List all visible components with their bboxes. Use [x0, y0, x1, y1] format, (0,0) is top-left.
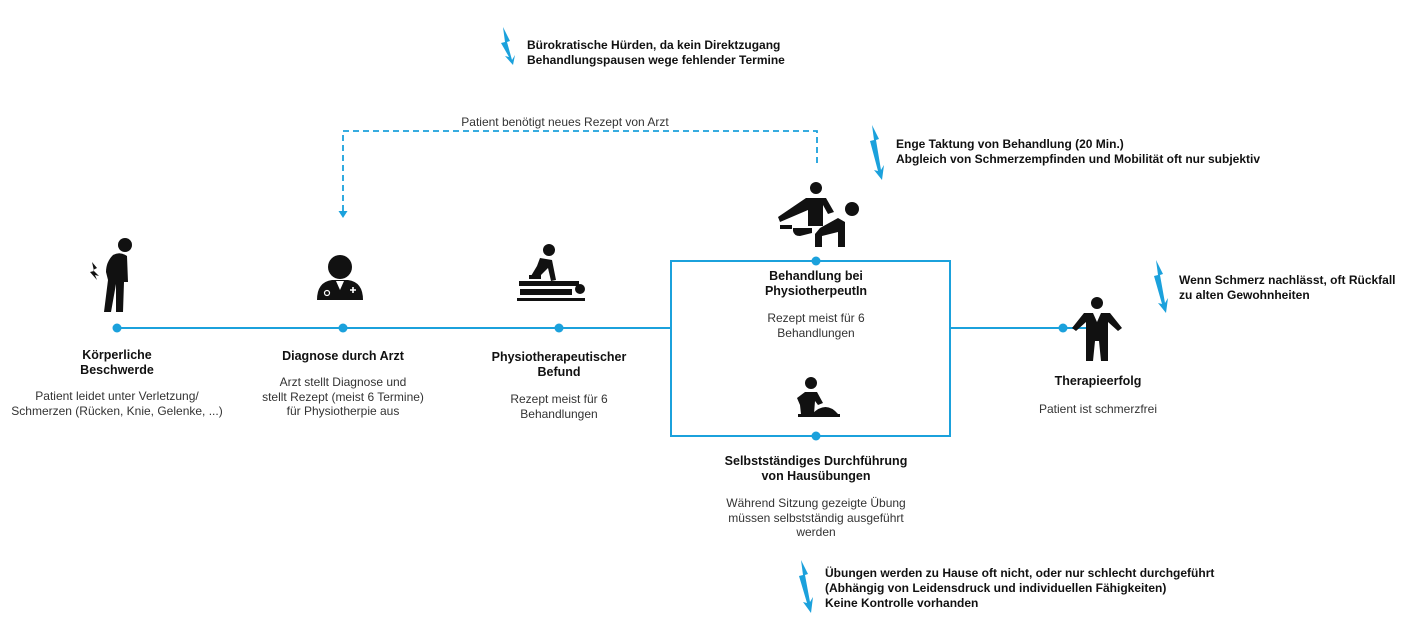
step-title-line: Physiotherapeutischer: [491, 350, 627, 364]
step-desc-line: Arzt stellt Diagnose und: [279, 375, 407, 389]
lightning-icon: [870, 125, 884, 180]
lightning-icon: [1154, 260, 1168, 313]
node-hausuebungen: [811, 431, 821, 441]
physiotherapist-treatment-icon: [778, 182, 859, 247]
node-beschwerde: [112, 323, 122, 333]
issue-line: (Abhängig von Leidensdruck und individue…: [825, 581, 1167, 595]
issue-buerokratie: Bürokratische Hürden, da kein Direktzuga…: [527, 38, 785, 68]
lightning-icon: [799, 560, 813, 613]
lightning-icon: [501, 27, 515, 65]
issue-hausuebungen: Übungen werden zu Hause oft nicht, oder …: [825, 566, 1214, 611]
doctor-icon: [317, 255, 363, 300]
loop-arrow-head: [338, 211, 348, 218]
issue-line: Übungen werden zu Hause oft nicht, oder …: [825, 566, 1215, 580]
issue-line: Behandlungspausen wege fehlender Termine: [527, 53, 785, 67]
issue-line: Abgleich von Schmerzempfinden und Mobili…: [896, 152, 1261, 166]
step-desc-line: Rezept meist für 6: [767, 311, 865, 325]
step-title-line: Therapieerfolg: [1054, 374, 1142, 388]
loop-arrow: [342, 130, 818, 212]
step-title-behandlung: Behandlung bei PhysiotherpeutIn: [711, 269, 921, 299]
step-desc-diagnose: Arzt stellt Diagnose und stellt Rezept (…: [233, 375, 453, 419]
issue-line: Bürokratische Hürden, da kein Direktzuga…: [527, 38, 781, 52]
node-therapieerfolg: [1058, 323, 1068, 333]
step-title-diagnose: Diagnose durch Arzt: [253, 349, 433, 364]
step-title-befund: Physiotherapeutischer Befund: [467, 350, 651, 380]
step-desc-line: Behandlungen: [520, 406, 598, 421]
step-desc-line: müssen selbstständig ausgeführt: [728, 510, 904, 525]
step-desc-beschwerde: Patient leidet unter Verletzung/ Schmerz…: [2, 389, 232, 418]
step-title-line: Selbstständiges Durchführung: [724, 454, 908, 468]
loop-label: Patient benötigt neues Rezept von Arzt: [461, 115, 669, 129]
step-title-line: Körperliche: [82, 348, 152, 362]
step-title-line: PhysiotherpeutIn: [764, 284, 868, 298]
step-desc-befund: Rezept meist für 6 Behandlungen: [467, 392, 651, 421]
step-desc-line: Während Sitzung gezeigte Übung: [726, 496, 906, 510]
node-befund: [554, 323, 564, 333]
back-pain-person-icon: [90, 238, 132, 312]
step-desc-line: stellt Rezept (meist 6 Termine): [262, 389, 424, 404]
issue-line: Keine Kontrolle vorhanden: [825, 596, 979, 610]
step-desc-line: Patient ist schmerzfrei: [1038, 402, 1158, 416]
issue-line: Enge Taktung von Behandlung (20 Min.): [896, 137, 1124, 151]
node-behandlung: [811, 256, 821, 266]
step-title-beschwerde: Körperliche Beschwerde: [27, 348, 207, 378]
step-title-line: Behandlung bei: [769, 269, 863, 283]
step-desc-line: für Physiotherpie aus: [286, 404, 400, 418]
step-title-line: Beschwerde: [80, 363, 154, 377]
step-title-therapieerfolg: Therapieerfolg: [1008, 374, 1188, 389]
step-title-line: Diagnose durch Arzt: [282, 349, 404, 363]
exercise-person-icon: [797, 377, 840, 417]
step-desc-line: Schmerzen (Rücken, Knie, Gelenke, ...): [11, 403, 223, 418]
step-title-line: Befund: [537, 365, 581, 379]
issue-rueckfall: Wenn Schmerz nachlässt, oft Rückfall zu …: [1179, 273, 1396, 303]
step-desc-line: Patient leidet unter Verletzung/: [35, 389, 199, 403]
step-desc-behandlung: Rezept meist für 6 Behandlungen: [711, 311, 921, 340]
step-title-hausuebungen: Selbstständiges Durchführung von Hausübu…: [686, 454, 946, 484]
issue-line: Wenn Schmerz nachlässt, oft Rückfall: [1179, 273, 1396, 287]
step-desc-therapieerfolg: Patient ist schmerzfrei: [1008, 402, 1188, 417]
issue-line: zu alten Gewohnheiten: [1179, 288, 1310, 302]
standing-person-icon: [1072, 297, 1122, 361]
step-desc-line: Rezept meist für 6: [510, 392, 608, 406]
issue-taktung: Enge Taktung von Behandlung (20 Min.) Ab…: [896, 137, 1260, 167]
treatment-box: [670, 260, 951, 437]
massage-table-icon: [517, 244, 585, 301]
node-diagnose: [338, 323, 348, 333]
step-desc-line: werden: [796, 525, 836, 539]
step-desc-line: Behandlungen: [777, 325, 855, 340]
step-title-line: von Hausübungen: [761, 469, 871, 483]
step-desc-hausuebungen: Während Sitzung gezeigte Übung müssen se…: [686, 496, 946, 540]
